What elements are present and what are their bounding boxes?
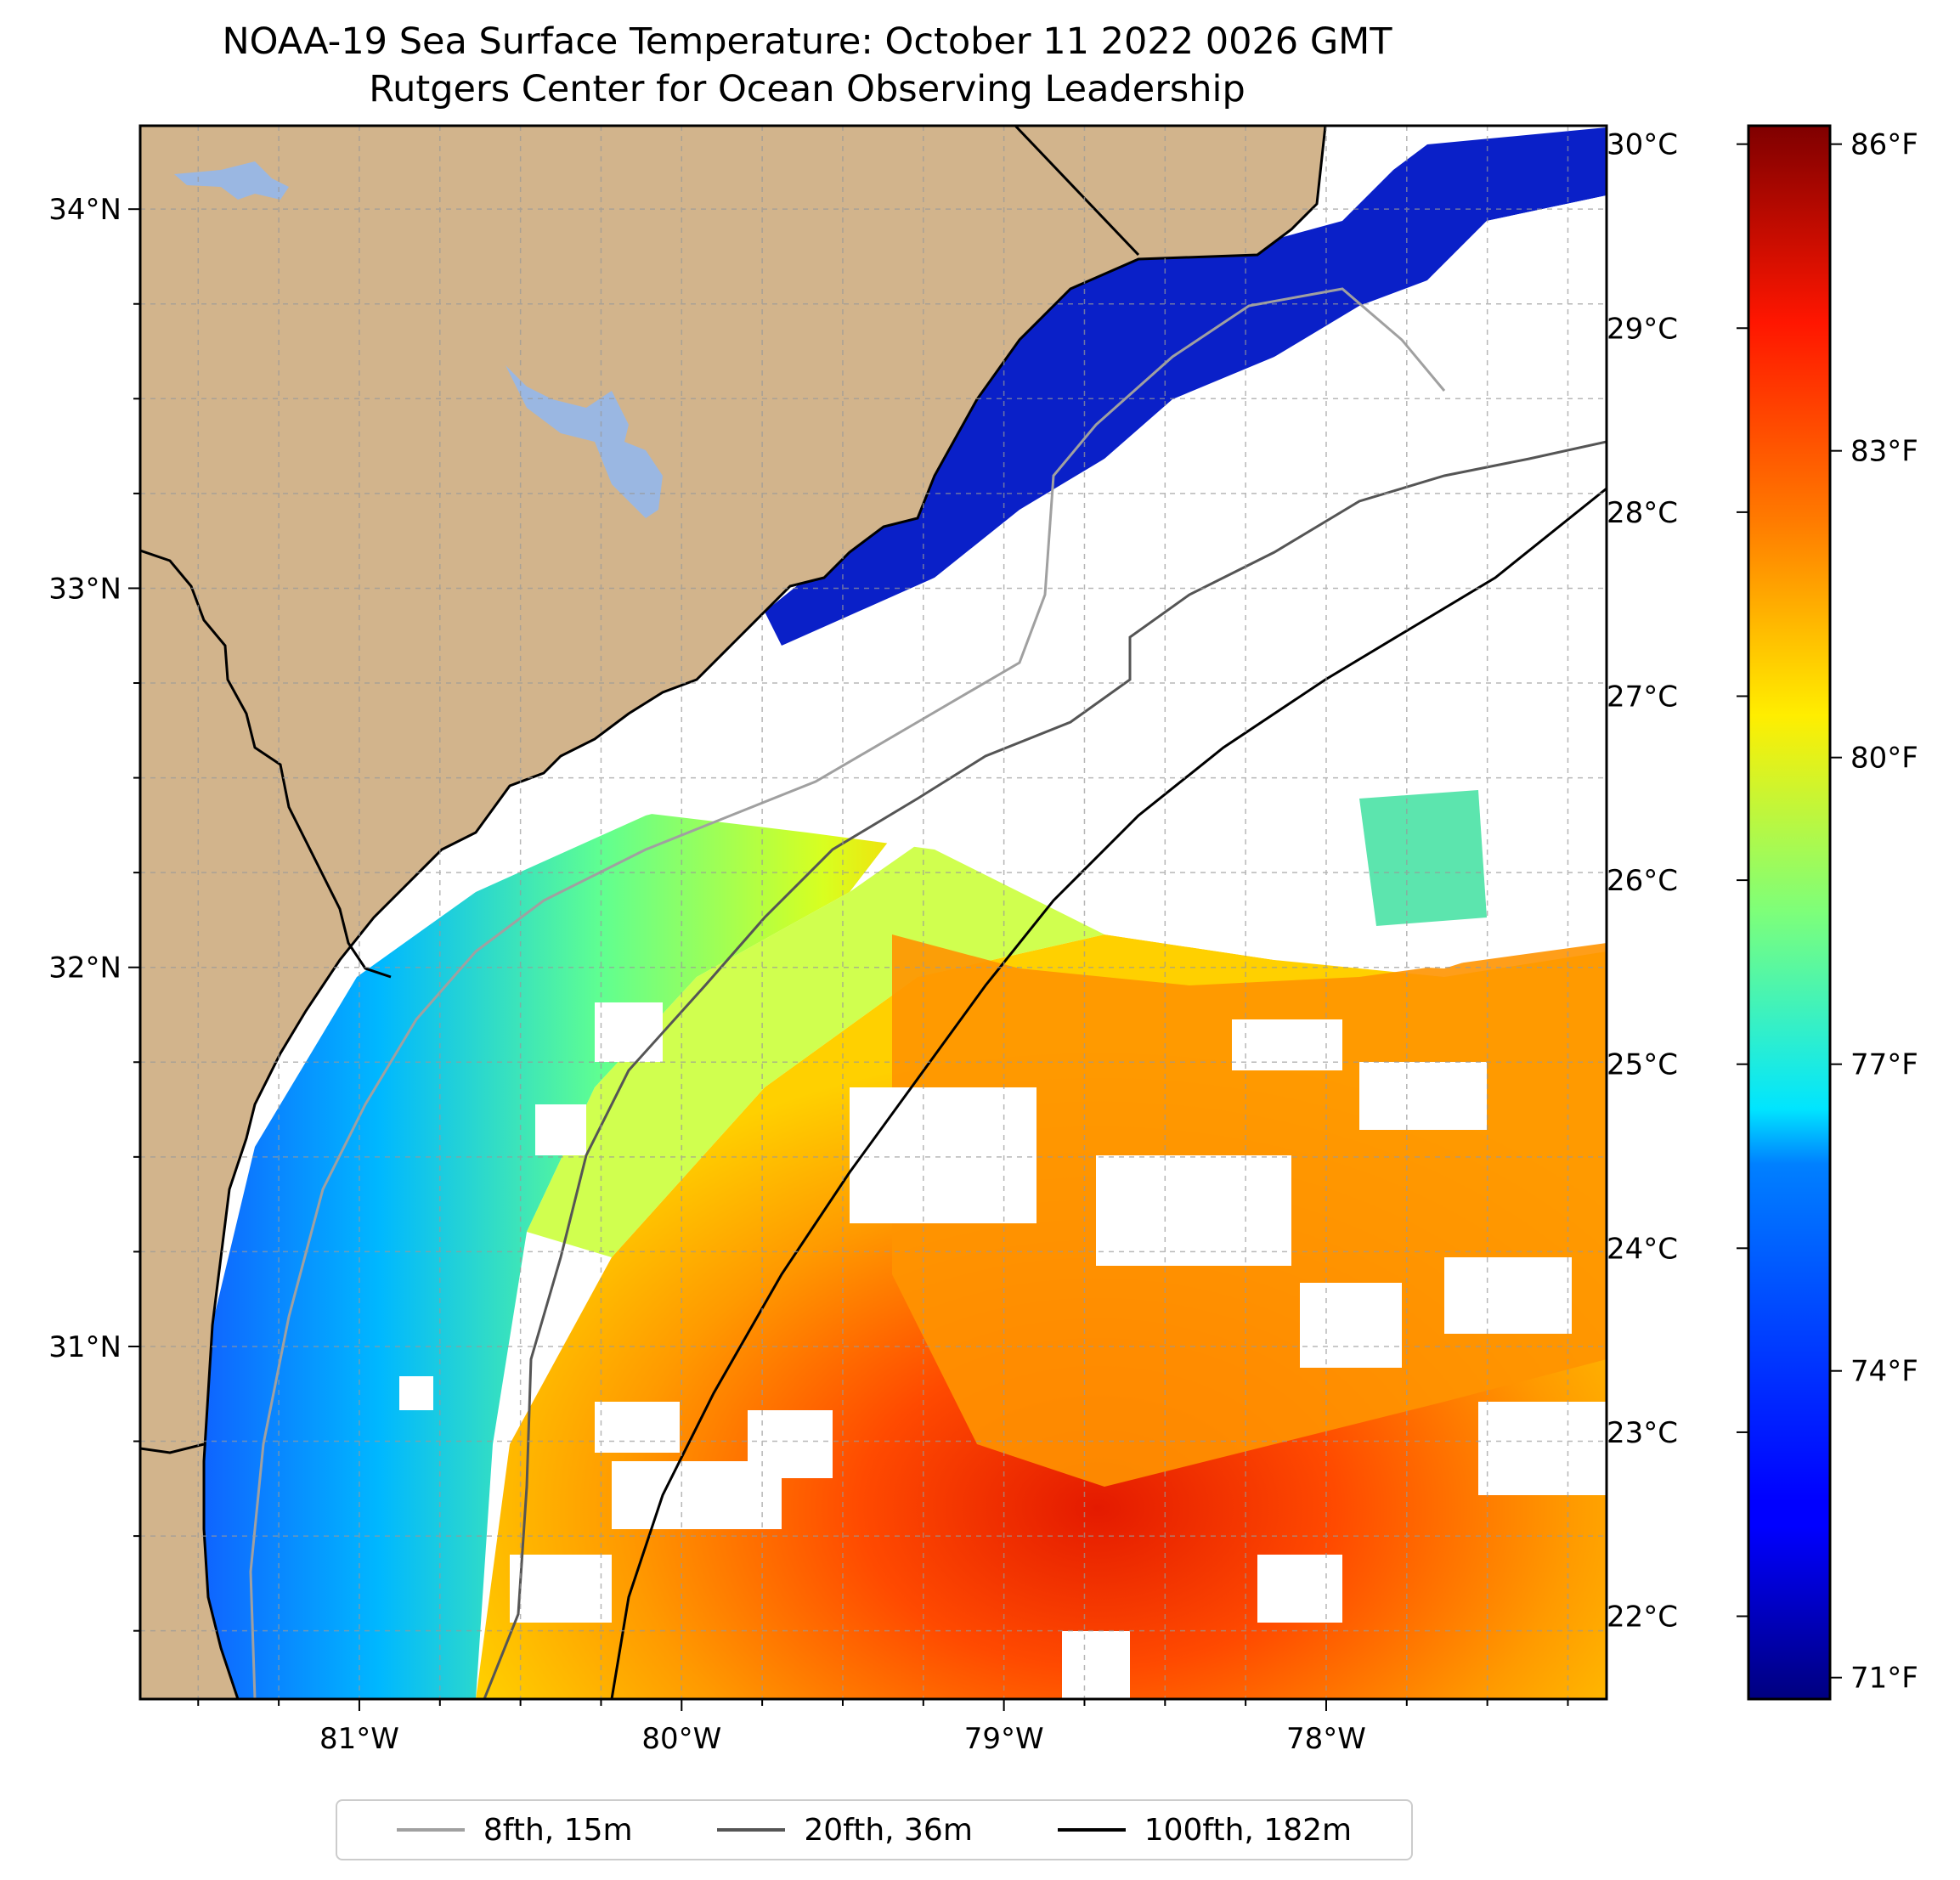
cb-celsius-label: 24°C <box>1607 1232 1678 1266</box>
legend-label-15m: 8fth, 15m <box>483 1812 633 1848</box>
state-boundary-nc-sc <box>1014 126 1140 257</box>
colorbar-fahrenheit-ticks: 86°F 83°F 80°F 77°F 74°F 71°F <box>1830 128 1918 1696</box>
isobath-182m <box>610 487 1607 1699</box>
legend-line-182m <box>1057 1828 1126 1832</box>
cb-fahrenheit-label: 80°F <box>1850 742 1918 776</box>
lon-tick-label: 81°W <box>319 1722 399 1756</box>
legend-label-36m: 20fth, 36m <box>804 1812 973 1848</box>
colorbar <box>1747 124 1832 1701</box>
colorbar-celsius-ticks: 30°C 29°C 28°C 27°C 26°C 25°C 24°C 23°C 22°C <box>1607 128 1748 1634</box>
map-layers <box>140 126 1607 1699</box>
isobath-15m <box>249 287 1446 1699</box>
cb-celsius-label: 30°C <box>1607 128 1678 162</box>
cloud-mask <box>399 476 1607 1699</box>
map-frame <box>138 124 1608 1701</box>
cloud-north <box>527 195 1607 833</box>
title-line-1: NOAA-19 Sea Surface Temperature: October… <box>222 20 1392 63</box>
lon-tick-label: 80°W <box>641 1722 721 1756</box>
cb-celsius-label: 25°C <box>1607 1048 1678 1082</box>
lat-tick-label: 34°N <box>48 193 121 227</box>
legend-line-36m <box>717 1828 786 1832</box>
legend-item-36m: 20fth, 36m <box>717 1813 973 1848</box>
isobath-36m <box>483 440 1607 1699</box>
cb-fahrenheit-label: 74°F <box>1850 1355 1918 1389</box>
cb-fahrenheit-label: 71°F <box>1850 1662 1918 1696</box>
lat-tick-label: 32°N <box>48 951 121 985</box>
latitude-ticks: 34°N 33°N 32°N 31°N <box>48 193 140 1632</box>
longitude-ticks: 81°W 80°W 79°W 78°W <box>197 1699 1569 1756</box>
county-line-south <box>140 1442 205 1454</box>
cb-celsius-label: 27°C <box>1607 680 1678 714</box>
cb-fahrenheit-label: 83°F <box>1850 435 1918 469</box>
isobath-legend: 8fth, 15m 20fth, 36m 100fth, 182m <box>336 1799 1413 1860</box>
legend-line-15m <box>396 1828 465 1832</box>
sst-midshelf-region <box>527 833 1274 1257</box>
cb-celsius-label: 26°C <box>1607 864 1678 898</box>
legend-item-15m: 8fth, 15m <box>396 1812 633 1848</box>
title-line-2: Rutgers Center for Ocean Observing Leade… <box>369 68 1245 110</box>
state-boundary-sc-ga <box>140 549 392 979</box>
legend-item-182m: 100fth, 182m <box>1057 1812 1353 1848</box>
cb-celsius-label: 29°C <box>1607 312 1678 346</box>
lake-marion <box>174 161 289 200</box>
cb-fahrenheit-label: 86°F <box>1850 128 1918 162</box>
lon-tick-label: 79°W <box>964 1722 1044 1756</box>
cb-fahrenheit-label: 77°F <box>1850 1048 1918 1082</box>
lon-tick-label: 78°W <box>1286 1722 1366 1756</box>
cb-celsius-label: 28°C <box>1607 496 1678 530</box>
sst-shelf-region <box>195 765 935 1699</box>
gridlines <box>140 126 1607 1699</box>
lat-tick-label: 31°N <box>48 1330 121 1364</box>
cb-celsius-label: 23°C <box>1607 1416 1678 1450</box>
sst-cold-nearshore <box>765 127 1607 646</box>
lake-moultrie <box>506 365 663 518</box>
legend-label-182m: 100fth, 182m <box>1144 1812 1353 1848</box>
cb-celsius-label: 22°C <box>1607 1601 1678 1634</box>
land-area <box>140 126 1327 1699</box>
lat-tick-label: 33°N <box>48 572 121 606</box>
sst-eastern-patch <box>1359 790 1487 926</box>
